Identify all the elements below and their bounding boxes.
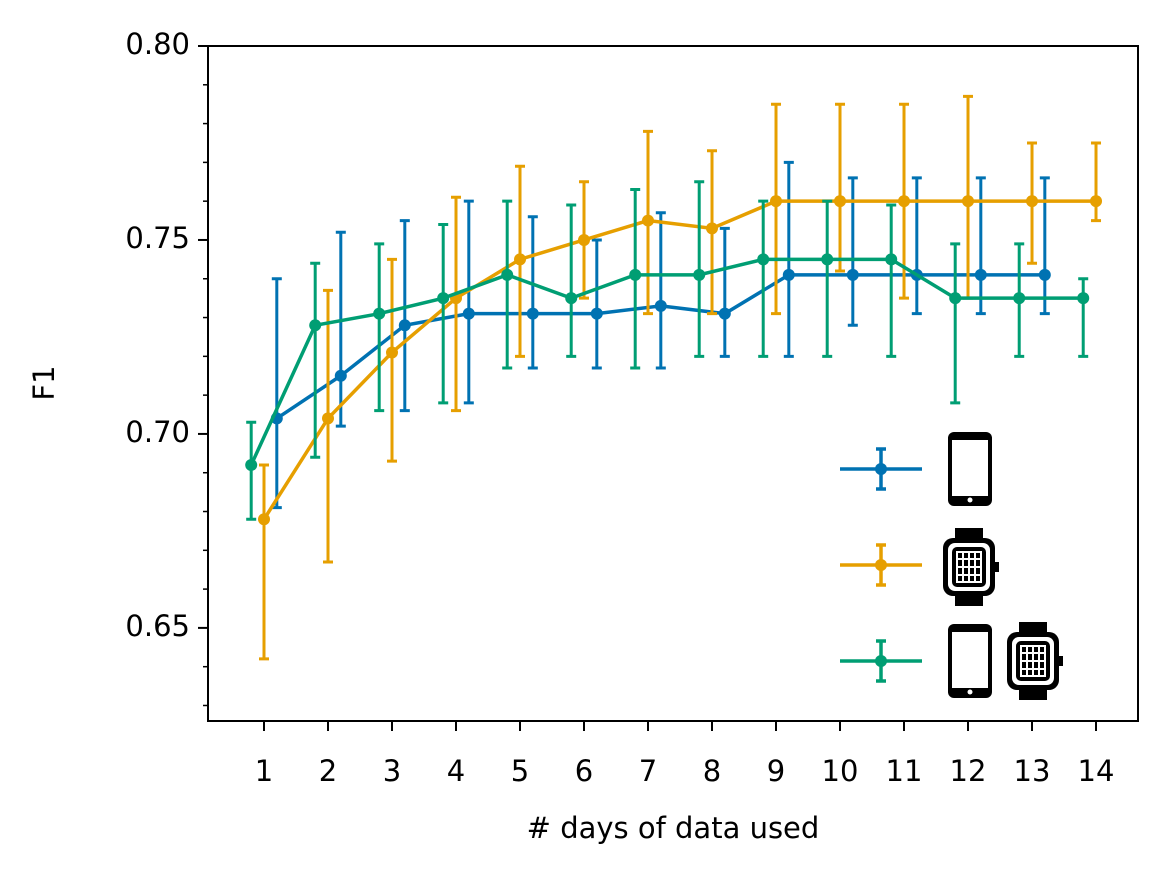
error-bar [438,222,449,405]
data-point [578,233,591,246]
error-bar [758,199,769,358]
legend-key-marker [875,655,887,667]
x-tick-label: 14 [1078,754,1115,788]
error-bar [835,102,846,273]
x-tick-label: 3 [383,754,401,788]
error-bar [271,277,282,510]
error-bar [323,288,334,564]
data-point [398,319,411,332]
error-bar [886,203,897,358]
data-point [1026,195,1039,208]
data-point [654,299,667,312]
data-point [974,268,987,281]
data-point [514,253,527,266]
legend [943,432,1063,700]
data-point [770,195,783,208]
data-point [949,292,962,305]
legend-icon-watch [1007,622,1063,700]
x-tick-label: 4 [447,754,465,788]
error-bar [502,199,513,370]
x-tick-label: 8 [703,754,721,788]
data-point [258,513,271,526]
x-axis-label: # days of data used [527,811,820,845]
data-point [962,195,975,208]
data-point [718,307,731,320]
error-bar [975,176,986,316]
error-bar [259,463,270,661]
error-bar [822,199,833,358]
data-point [898,195,911,208]
x-tick-label: 13 [1014,754,1051,788]
error-bar [1091,141,1102,223]
x-tick-label: 11 [886,754,923,788]
legend-icon-watch [943,528,999,606]
data-point [1090,195,1103,208]
data-point [821,253,834,266]
x-tick-label: 10 [822,754,859,788]
x-tick-label: 9 [767,754,785,788]
data-point [322,412,335,425]
data-point [706,222,719,235]
data-point [526,307,539,320]
error-bar [591,238,602,370]
error-bar [387,257,398,463]
x-tick-label: 1 [255,754,273,788]
y-tick-label: 0.80 [125,27,190,61]
data-point [629,268,642,281]
y-tick-label: 0.70 [125,415,190,449]
data-point [501,268,514,281]
data-point [782,268,795,281]
data-point [642,214,655,227]
legend-icon-phone [948,432,992,506]
legend-key-marker [875,463,887,475]
plot-frame [207,45,1139,722]
x-tick-label: 12 [950,754,987,788]
data-point [757,253,770,266]
x-tick-label: 5 [511,754,529,788]
error-bar [771,102,782,316]
x-tick-label: 6 [575,754,593,788]
data-point [693,268,706,281]
data-point [245,458,258,471]
data-point [565,292,578,305]
error-bar [1039,176,1050,316]
error-bar [1078,277,1089,358]
error-bar [527,215,538,370]
data-point [386,346,399,359]
error-bar [463,199,474,405]
data-point [309,319,322,332]
data-point [846,268,859,281]
y-tick-label: 0.75 [125,221,190,255]
legend-key-marker [875,559,887,571]
data-point [462,307,475,320]
series-line [249,257,1084,466]
legend-icon-phone [948,624,992,698]
data-point [885,253,898,266]
y-axis-label: F1 [27,365,61,400]
data-point [834,195,847,208]
error-bar [911,176,922,316]
data-point [1077,292,1090,305]
error-bar [950,242,961,405]
error-bar [335,230,346,428]
error-bar [399,219,410,413]
x-tick-label: 7 [639,754,657,788]
error-bar [719,226,730,358]
error-bar [655,211,666,370]
data-point [373,307,386,320]
y-tick-label: 0.65 [125,609,190,643]
error-bar [310,261,321,459]
error-bar [374,242,385,413]
data-point [334,369,347,382]
series-line [262,199,1097,521]
data-point [437,292,450,305]
data-point [1038,268,1051,281]
error-bar [566,203,577,358]
data-point [1013,292,1026,305]
data-point [590,307,603,320]
x-tick-label: 2 [319,754,337,788]
